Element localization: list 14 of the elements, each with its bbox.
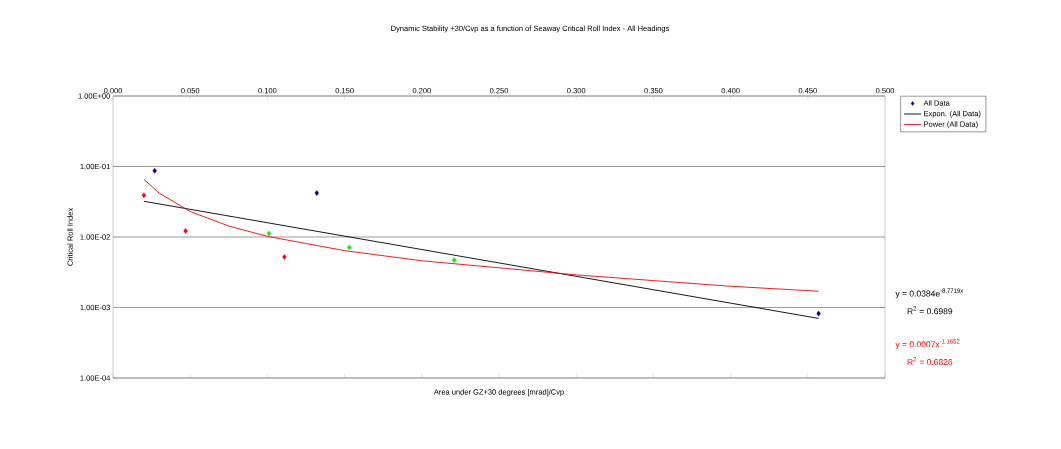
point (152, 167, 157, 174)
text: R$^{2}$ = 0.6826 (907, 357, 953, 366)
point (452, 257, 457, 263)
point (141, 192, 147, 199)
point (266, 230, 272, 237)
text: R$^{2}$ = 0.6989 (907, 306, 953, 315)
point (282, 254, 287, 260)
text: y = 0.0384e$^{-8.7719x}$ (895, 288, 964, 299)
point (183, 228, 188, 234)
line-series (143, 178, 820, 292)
point (314, 190, 319, 196)
point (347, 244, 352, 251)
text: y = 0.0007x$^{-1.1652}$ (895, 339, 960, 350)
point (816, 310, 821, 317)
